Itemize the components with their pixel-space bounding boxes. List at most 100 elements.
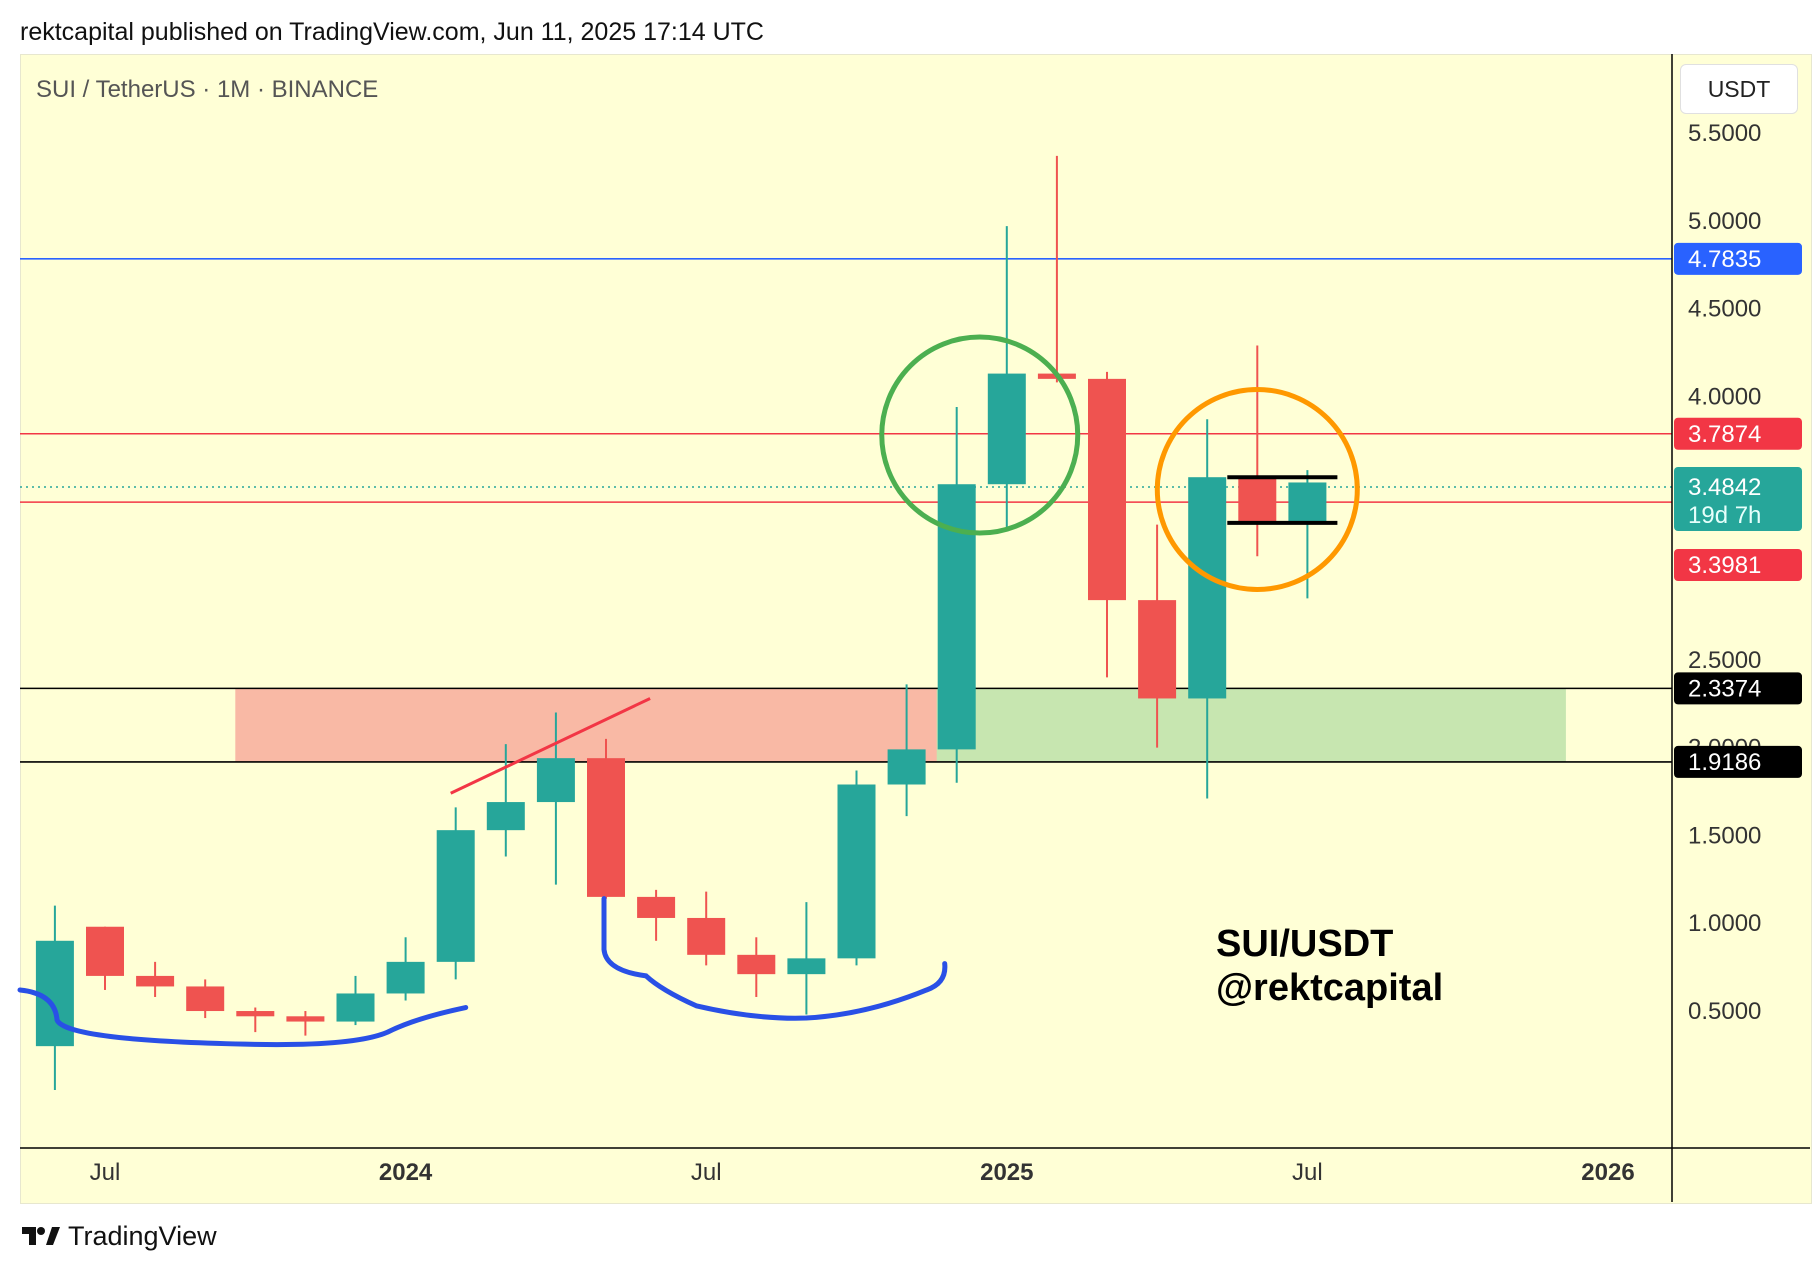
x-tick-label: 2025 <box>980 1159 1033 1186</box>
price-label-1.9186: 1.9186 <box>1674 745 1802 778</box>
candle-2023-11 <box>286 1011 325 1036</box>
candle-body <box>1088 378 1126 601</box>
price-label-3.3981: 3.3981 <box>1674 548 1802 581</box>
zone-pink <box>235 688 965 762</box>
price-label-text: 3.7874 <box>1688 421 1761 448</box>
candle-2023-08 <box>136 961 175 997</box>
symbol-title: SUI / TetherUS · 1M · BINANCE <box>36 76 379 103</box>
candle-body <box>1138 600 1177 699</box>
red-trend-line <box>450 697 651 795</box>
price-label-bg <box>1674 417 1802 450</box>
blue-curve-left <box>17 987 469 1048</box>
candle-2025-02 <box>1037 155 1076 383</box>
annotations-layer <box>17 334 1360 1048</box>
candle-body <box>587 758 625 897</box>
price-label-text: 1.9186 <box>1688 749 1761 776</box>
y-tick-label: 1.0000 <box>1688 910 1761 937</box>
y-tick-label: 5.5000 <box>1688 120 1761 147</box>
price-label-text: 2.3374 <box>1688 675 1761 702</box>
candle-2024-03 <box>486 744 525 857</box>
candle-2025-01 <box>987 226 1026 530</box>
candle-2024-11 <box>887 684 926 817</box>
currency-selector[interactable]: USDT <box>1680 64 1798 114</box>
candle-2024-10 <box>837 770 876 966</box>
candle-body <box>136 975 175 987</box>
zone-green <box>936 688 1566 762</box>
y-tick-label: 0.5000 <box>1688 998 1761 1025</box>
candle-body <box>1188 477 1227 699</box>
price-label-3.7874: 3.7874 <box>1674 417 1802 450</box>
candle-2024-02 <box>436 807 475 980</box>
chart-frame <box>20 54 1812 1204</box>
x-tick-label: Jul <box>90 1159 121 1186</box>
candle-body <box>336 993 375 1022</box>
y-tick-label: 1.5000 <box>1688 822 1761 849</box>
x-tick-label: Jul <box>1292 1159 1323 1186</box>
candle-2023-07 <box>86 926 124 990</box>
candle-2025-05 <box>1188 419 1227 799</box>
price-label-bg <box>1674 242 1802 275</box>
tradingview-name: TradingView <box>68 1220 217 1251</box>
levels-layer <box>20 258 1672 763</box>
candle-2024-05 <box>587 738 625 899</box>
last-price-value: 3.4842 <box>1688 474 1761 501</box>
price-label-text: 3.3981 <box>1688 552 1761 579</box>
candle-2024-01 <box>386 937 425 1001</box>
price-label-4.7835: 4.7835 <box>1674 242 1802 275</box>
price-label-text: 4.7835 <box>1688 246 1761 273</box>
zones-layer <box>235 688 1566 762</box>
candle-body <box>86 926 124 976</box>
price-label-bg <box>1674 672 1802 705</box>
orange-circle-annotation <box>1154 386 1360 592</box>
candle-2023-09 <box>186 979 225 1019</box>
candle-2023-12 <box>336 975 375 1026</box>
candle-body <box>536 758 575 803</box>
candle-body <box>186 986 225 1012</box>
candle-2024-09 <box>787 902 826 1015</box>
x-tick-label: Jul <box>691 1159 722 1186</box>
candle-body <box>386 961 425 994</box>
candle-2024-12 <box>937 406 976 783</box>
candle-body <box>837 784 876 959</box>
candle-body <box>637 896 676 918</box>
candle-2024-07 <box>687 891 726 966</box>
candle-body <box>787 958 826 975</box>
candle-2025-03 <box>1088 371 1126 678</box>
candle-2023-10 <box>236 1007 275 1033</box>
candle-body <box>436 830 475 962</box>
candle-2024-04 <box>536 712 575 885</box>
x-tick-label: 2026 <box>1581 1159 1634 1186</box>
x-tick-label: 2024 <box>379 1159 433 1186</box>
watermark-author: @rektcapital <box>1216 967 1444 1009</box>
watermark: SUI/USDT @rektcapital <box>1216 922 1443 1010</box>
candle-body <box>236 1011 275 1017</box>
watermark-pair: SUI/USDT <box>1216 923 1394 965</box>
candle-body <box>737 954 776 975</box>
candle-2025-07 <box>1288 470 1327 599</box>
price-label-2.3374: 2.3374 <box>1674 672 1802 705</box>
candle-body <box>687 917 726 955</box>
candle-body <box>987 373 1026 485</box>
candle-2024-08 <box>737 937 776 997</box>
price-label-bg <box>1674 548 1802 581</box>
candle-body <box>1288 482 1327 523</box>
tradingview-logo-icon <box>22 1227 60 1245</box>
axis-layer: 5.50005.00004.50004.00003.00002.50002.00… <box>20 54 1810 1202</box>
blue-curve-right <box>601 896 948 1021</box>
tradingview-brand[interactable]: TradingView <box>20 1220 217 1252</box>
candle-2024-06 <box>637 889 676 941</box>
y-tick-label: 4.5000 <box>1688 296 1761 323</box>
price-label-bg <box>1674 745 1802 778</box>
candle-body <box>286 1016 325 1022</box>
y-tick-label: 5.0000 <box>1688 208 1761 235</box>
last-price-countdown: 19d 7h <box>1688 502 1761 529</box>
candle-body <box>1238 477 1277 523</box>
last-price-bg <box>1674 466 1802 531</box>
candle-body <box>486 802 525 831</box>
y-tick-label: 2.5000 <box>1688 647 1761 674</box>
candles-layer <box>35 155 1327 1091</box>
green-circle-annotation <box>879 334 1081 536</box>
